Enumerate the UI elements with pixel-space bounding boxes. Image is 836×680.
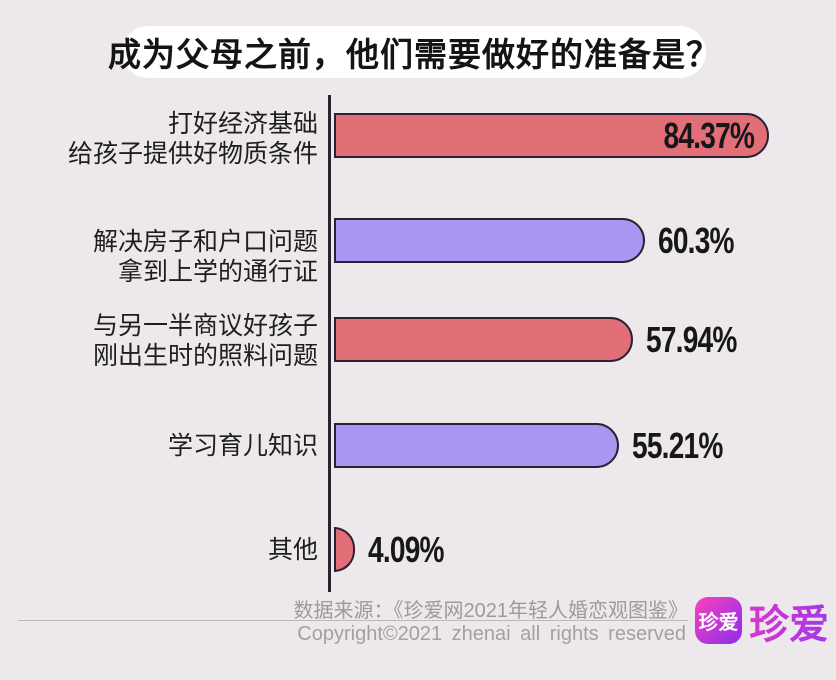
bar-category-label: 解决房子和户口问题 拿到上学的通行证 — [92, 227, 318, 286]
bar-row: 解决房子和户口问题 拿到上学的通行证 60.3% — [0, 218, 836, 286]
bar-value-label: 57.94% — [646, 317, 762, 362]
bar — [334, 527, 355, 572]
bar — [334, 423, 619, 468]
y-axis-line — [328, 95, 331, 592]
chart-title-pill: 成为父母之前，他们需要做好的准备是？ — [108, 26, 719, 78]
chart-title: 成为父母之前，他们需要做好的准备是？ — [108, 36, 720, 73]
bar-value-label: 4.09% — [368, 527, 465, 572]
zhenai-logo-icon: 珍爱 — [695, 597, 742, 644]
bar-row: 其他 4.09% — [0, 527, 836, 572]
zhenai-logo-wordmark: 珍爱 — [749, 592, 829, 650]
bar-value-text: 55.21% — [632, 424, 723, 466]
bar-value-label: 84.37% — [638, 113, 754, 158]
bar-row: 与另一半商议好孩子 刚出生时的照料问题 57.94% — [0, 312, 836, 370]
bar — [334, 317, 633, 362]
copyright-text: Copyright©2021 zhenai all rights reserve… — [297, 623, 686, 645]
bar-value-text: 57.94% — [646, 318, 737, 360]
footer-divider-line — [18, 620, 688, 621]
bar-category-label: 其他 — [267, 535, 318, 564]
bar-row: 学习育儿知识 55.21% — [0, 423, 836, 468]
bar-category-label: 打好经济基础 给孩子提供好物质条件 — [67, 109, 318, 168]
bar-value-label: 55.21% — [632, 423, 748, 468]
bar-value-text: 84.37% — [663, 114, 754, 156]
bar — [334, 113, 769, 158]
zhenai-logo: 珍爱 珍爱 — [695, 597, 829, 647]
bar-value-label: 60.3% — [658, 218, 755, 263]
bar-row: 打好经济基础 给孩子提供好物质条件 84.37% — [0, 110, 836, 168]
bar-category-label: 与另一半商议好孩子 刚出生时的照料问题 — [92, 311, 318, 370]
bar — [334, 218, 645, 263]
bar-value-text: 4.09% — [368, 528, 445, 570]
bar-value-text: 60.3% — [658, 219, 735, 261]
bar-category-label: 学习育儿知识 — [167, 431, 318, 460]
data-source-text: 数据来源：《珍爱网2021年轻人婚恋观图鉴》 — [293, 600, 689, 622]
